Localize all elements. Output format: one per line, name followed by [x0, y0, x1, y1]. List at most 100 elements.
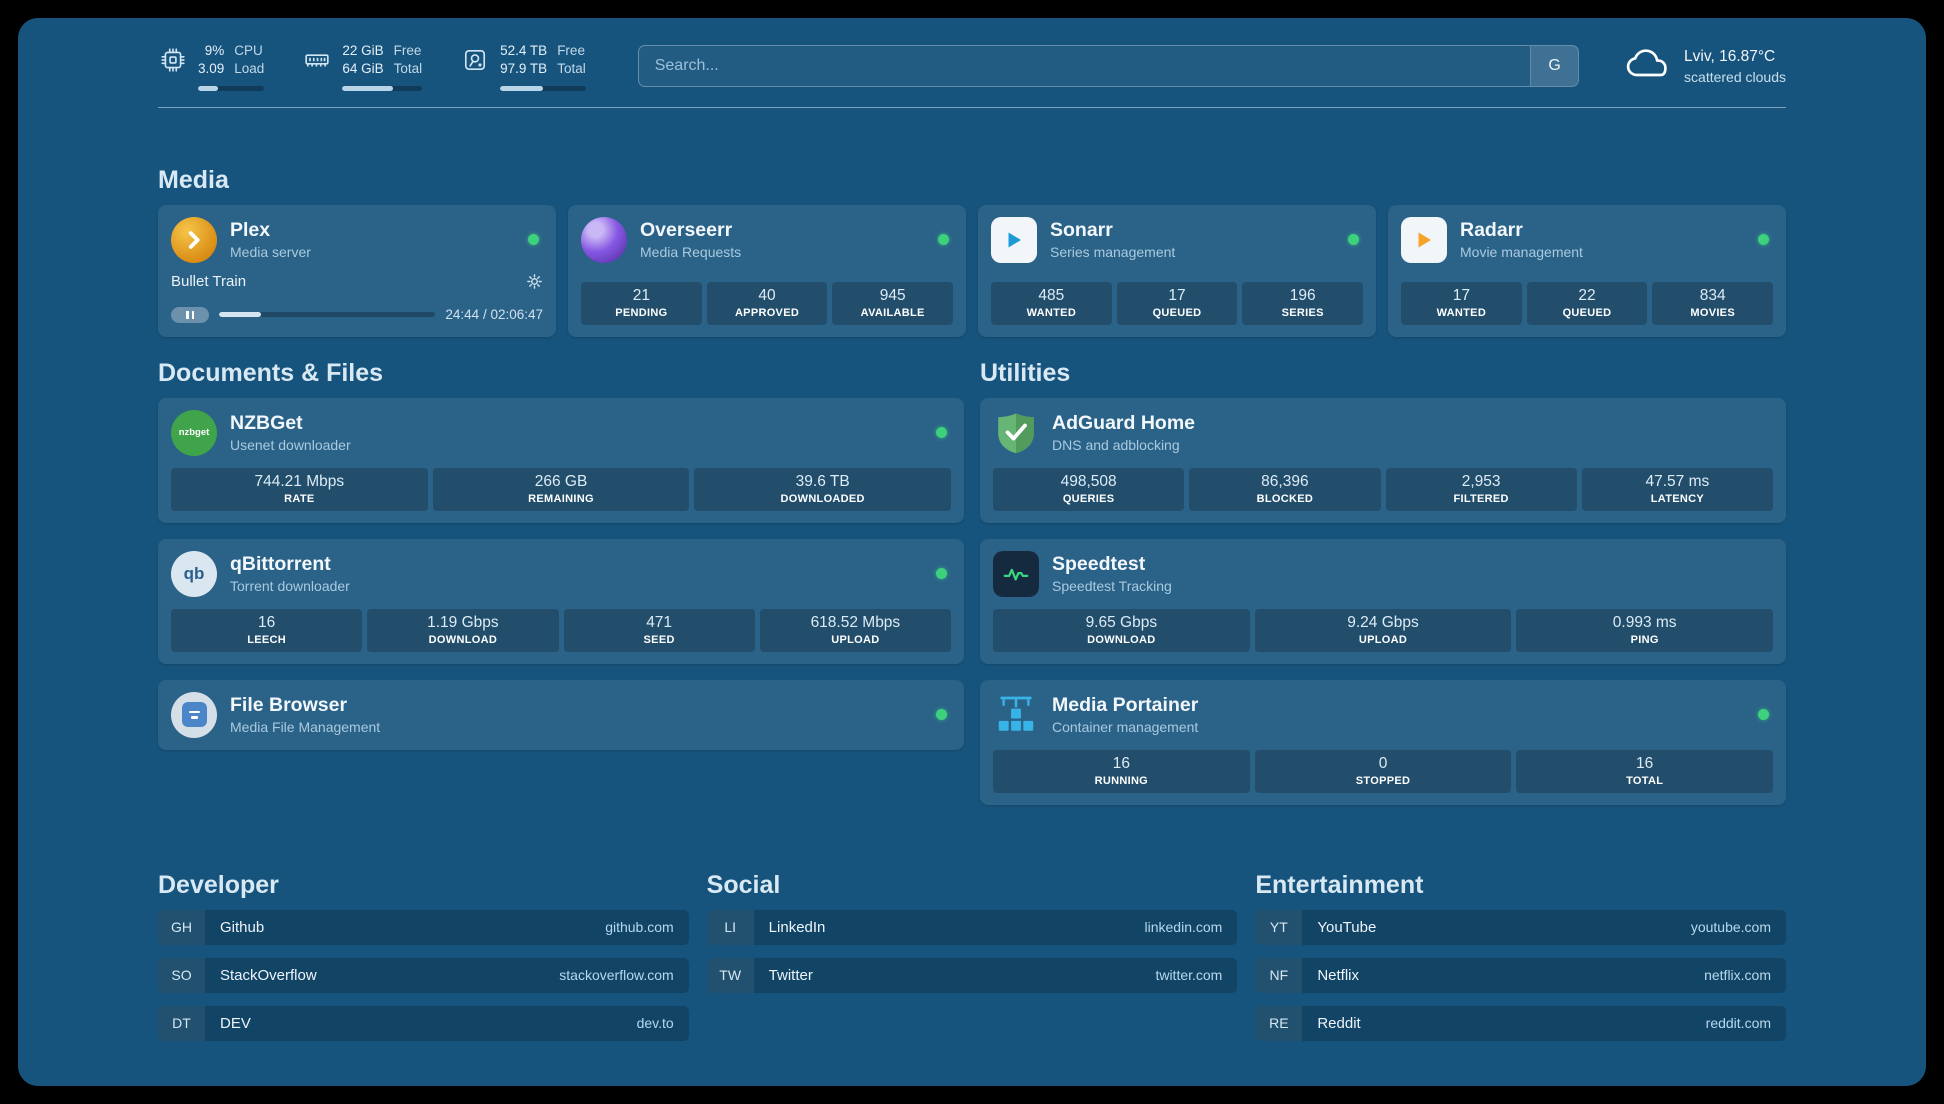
- bookmark-name: Github: [220, 918, 265, 936]
- bookmark-name: DEV: [220, 1014, 251, 1032]
- hard-drive-icon: [460, 47, 490, 73]
- section-title-entertainment: Entertainment: [1255, 870, 1424, 899]
- section-title-developer: Developer: [158, 870, 279, 899]
- dashboard-panel: 9% 3.09 CPU Load: [18, 18, 1926, 1086]
- utilities-column: Utilities AdGuard Home DNS and adblockin…: [980, 359, 1786, 805]
- service-name: Media Portainer: [1052, 694, 1199, 717]
- service-description: Torrent downloader: [230, 578, 350, 595]
- stat-download: 9.65 Gbps DOWNLOAD: [993, 608, 1250, 652]
- stat-download: 1.19 Gbps DOWNLOAD: [367, 608, 559, 652]
- status-dot: [528, 234, 539, 246]
- service-name: AdGuard Home: [1052, 412, 1196, 435]
- service-card-qbittorrent[interactable]: qb qBittorrent Torrent downloader 16 LEE…: [158, 538, 964, 664]
- bookmark-group-social: Social LI LinkedIn linkedin.com TW Twitt…: [706, 870, 1238, 1041]
- weather-condition: scattered clouds: [1684, 68, 1786, 85]
- service-description: Series management: [1050, 244, 1176, 261]
- bookmark-group-developer: Developer GH Github github.com SO StackO…: [158, 871, 689, 1041]
- service-description: Movie management: [1460, 244, 1583, 261]
- stat-movies: 834 MOVIES: [1652, 281, 1774, 325]
- status-dot: [1348, 234, 1359, 246]
- bookmark-abbr: YT: [1255, 909, 1303, 945]
- bookmark-name: LinkedIn: [768, 918, 826, 936]
- stat-blocked: 86,396 BLOCKED: [1189, 467, 1381, 511]
- stat-total: 16 TOTAL: [1516, 749, 1774, 793]
- cpu-progress-bar: [198, 85, 265, 91]
- service-description: Media Requests: [640, 244, 742, 261]
- bookmark-stackoverflow[interactable]: SO StackOverflow stackoverflow.com: [158, 957, 689, 993]
- cloud-icon: [1625, 47, 1671, 85]
- stat-queries: 498,508 QUERIES: [993, 467, 1185, 511]
- service-card-plex[interactable]: Plex Media server Bullet Train: [158, 204, 556, 337]
- status-dot: [936, 427, 947, 439]
- stat-leech: 16 LEECH: [171, 608, 363, 652]
- bookmark-github[interactable]: GH Github github.com: [158, 909, 689, 945]
- topbar: 9% 3.09 CPU Load: [158, 42, 1786, 91]
- pause-button[interactable]: [171, 306, 209, 323]
- disk-total-value: 97.9 TB: [500, 60, 548, 76]
- resource-monitors: 9% 3.09 CPU Load: [158, 42, 586, 91]
- service-card-speedtest[interactable]: Speedtest Speedtest Tracking 9.65 Gbps D…: [980, 538, 1786, 664]
- status-dot: [936, 568, 947, 580]
- stat-wanted: 17 WANTED: [1401, 281, 1522, 325]
- bookmark-abbr: GH: [158, 909, 205, 945]
- memory-progress-fill: [342, 85, 394, 91]
- stat-running: 16 RUNNING: [993, 749, 1250, 793]
- service-card-filebrowser[interactable]: File Browser Media File Management: [158, 679, 964, 750]
- nzbget-icon: nzbget: [171, 409, 217, 456]
- bookmark-abbr: SO: [158, 957, 205, 993]
- gear-icon[interactable]: [526, 273, 543, 290]
- bookmark-url: github.com: [605, 919, 674, 936]
- service-card-nzbget[interactable]: nzbget NZBGet Usenet downloader 744.21 M…: [158, 397, 964, 523]
- portainer-icon: [993, 692, 1039, 738]
- bookmark-netflix[interactable]: NF Netflix netflix.com: [1255, 957, 1787, 993]
- service-description: Container management: [1052, 719, 1199, 736]
- bookmark-abbr: LI: [706, 909, 754, 945]
- section-title-media: Media: [158, 165, 229, 194]
- disk-free-label: Free: [557, 43, 585, 58]
- stat-filtered: 2,953 FILTERED: [1385, 467, 1577, 511]
- weather-widget: Lviv, 16.87°C scattered clouds: [1625, 47, 1786, 85]
- memory-icon: [302, 47, 332, 73]
- bookmark-abbr: DT: [158, 1005, 205, 1041]
- search-provider-button[interactable]: G: [1530, 46, 1579, 87]
- cpu-percent: 9%: [204, 43, 225, 58]
- section-title-utilities: Utilities: [980, 358, 1071, 387]
- service-name: NZBGet: [230, 412, 303, 435]
- bookmark-dev[interactable]: DT DEV dev.to: [158, 1005, 689, 1041]
- bookmark-name: Twitter: [768, 966, 813, 984]
- bookmark-url: linkedin.com: [1144, 919, 1223, 936]
- playback-time: 24:44 / 02:06:47: [445, 307, 543, 323]
- bookmark-youtube[interactable]: YT YouTube youtube.com: [1255, 909, 1787, 945]
- search-input[interactable]: [638, 46, 1531, 87]
- playback-progress-fill: [219, 312, 262, 318]
- stat-ping: 0.993 ms PING: [1516, 608, 1774, 652]
- bookmark-twitter[interactable]: TW Twitter twitter.com: [706, 957, 1238, 993]
- disk-progress-fill: [500, 85, 543, 91]
- playback-progress-bar[interactable]: [219, 312, 436, 318]
- memory-total-value: 64 GiB: [342, 60, 384, 76]
- service-card-radarr[interactable]: Radarr Movie management 17 WANTED 22 QUE…: [1388, 204, 1786, 337]
- cpu-monitor: 9% 3.09 CPU Load: [158, 42, 265, 91]
- now-playing-title: Bullet Train: [171, 272, 247, 290]
- service-description: Usenet downloader: [230, 437, 351, 454]
- service-card-adguard[interactable]: AdGuard Home DNS and adblocking 498,508 …: [980, 397, 1786, 523]
- disk-total-label: Total: [557, 60, 586, 76]
- sonarr-icon: [991, 216, 1037, 263]
- bookmark-reddit[interactable]: RE Reddit reddit.com: [1255, 1005, 1787, 1041]
- qbittorrent-icon: qb: [171, 550, 217, 597]
- service-card-sonarr[interactable]: Sonarr Series management 485 WANTED 17 Q…: [978, 204, 1376, 337]
- section-title-social: Social: [706, 870, 781, 899]
- service-card-portainer[interactable]: Media Portainer Container management 16 …: [980, 679, 1786, 805]
- stat-queued: 17 QUEUED: [1116, 281, 1238, 325]
- service-name: Radarr: [1460, 219, 1523, 242]
- bookmark-linkedin[interactable]: LI LinkedIn linkedin.com: [706, 909, 1238, 945]
- service-card-overseerr[interactable]: Overseerr Media Requests 21 PENDING 40 A…: [568, 204, 966, 337]
- stat-approved: 40 APPROVED: [706, 281, 828, 325]
- stat-latency: 47.57 ms LATENCY: [1581, 467, 1773, 511]
- status-dot: [938, 234, 949, 246]
- stat-queued: 22 QUEUED: [1526, 281, 1648, 325]
- stat-available: 945 AVAILABLE: [832, 281, 954, 325]
- service-name: Overseerr: [640, 219, 733, 242]
- bookmark-url: reddit.com: [1705, 1015, 1772, 1032]
- bookmark-group-entertainment: Entertainment YT YouTube youtube.com NF …: [1255, 870, 1787, 1041]
